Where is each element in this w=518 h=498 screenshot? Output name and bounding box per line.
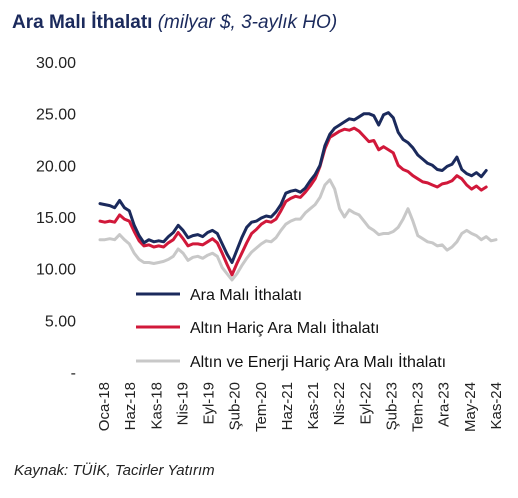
x-tick-label: Haz-21 [279,382,296,430]
chart-title-sub: (milyar $, 3-aylık HO) [157,12,338,33]
y-tick-label: 30.00 [36,55,76,72]
x-tick-label: Kas-21 [305,382,322,430]
legend-label: Ara Malı İthalatı [190,285,302,304]
y-tick-label: 20.00 [36,158,76,175]
y-tick-label: 25.00 [36,107,76,124]
x-tick-label: Eyl-22 [357,382,374,425]
series-line-1 [98,111,488,264]
x-tick-label: Ara-23 [436,382,453,427]
source-note: Kaynak: TÜİK, Tacirler Yatırım [14,462,215,479]
x-tick-label: Oca-18 [96,382,113,431]
legend-label: Altın Hariç Ara Malı İthalatı [190,318,379,337]
x-tick-label: Haz-18 [122,382,139,430]
x-tick-label: Eyl-19 [201,382,218,425]
x-tick-label: Nis-22 [331,382,348,425]
x-tick-label: Tem-23 [410,382,427,432]
y-tick-label: 5.00 [45,313,76,330]
x-tick-label: Şub-20 [227,382,244,430]
line-chart: - 5.00 10.00 15.00 20.00 25.00 30.00 Oca-18 Haz-… [36,55,505,432]
series-line-3 [98,178,498,282]
x-tick-label: Şub-23 [383,382,400,430]
y-tick-label: 10.00 [36,262,76,279]
y-tick-label: 15.00 [36,210,76,227]
legend-label: Altın ve Enerji Hariç Ara Malı İthalatı [190,352,446,371]
x-tick-label: Nis-19 [174,382,191,425]
series-line-2 [98,126,488,277]
y-tick-label: - [71,365,76,382]
chart-title-main: Ara Malı İthalatı [12,12,153,33]
x-tick-label: May-24 [462,382,479,432]
x-tick-label: Kas-18 [148,382,165,430]
x-tick-label: Tem-20 [253,382,270,432]
x-tick-label: Kas-24 [488,382,505,430]
chart-title: Ara Malı İthalatı (milyar $, 3-aylık HO) [12,12,337,34]
